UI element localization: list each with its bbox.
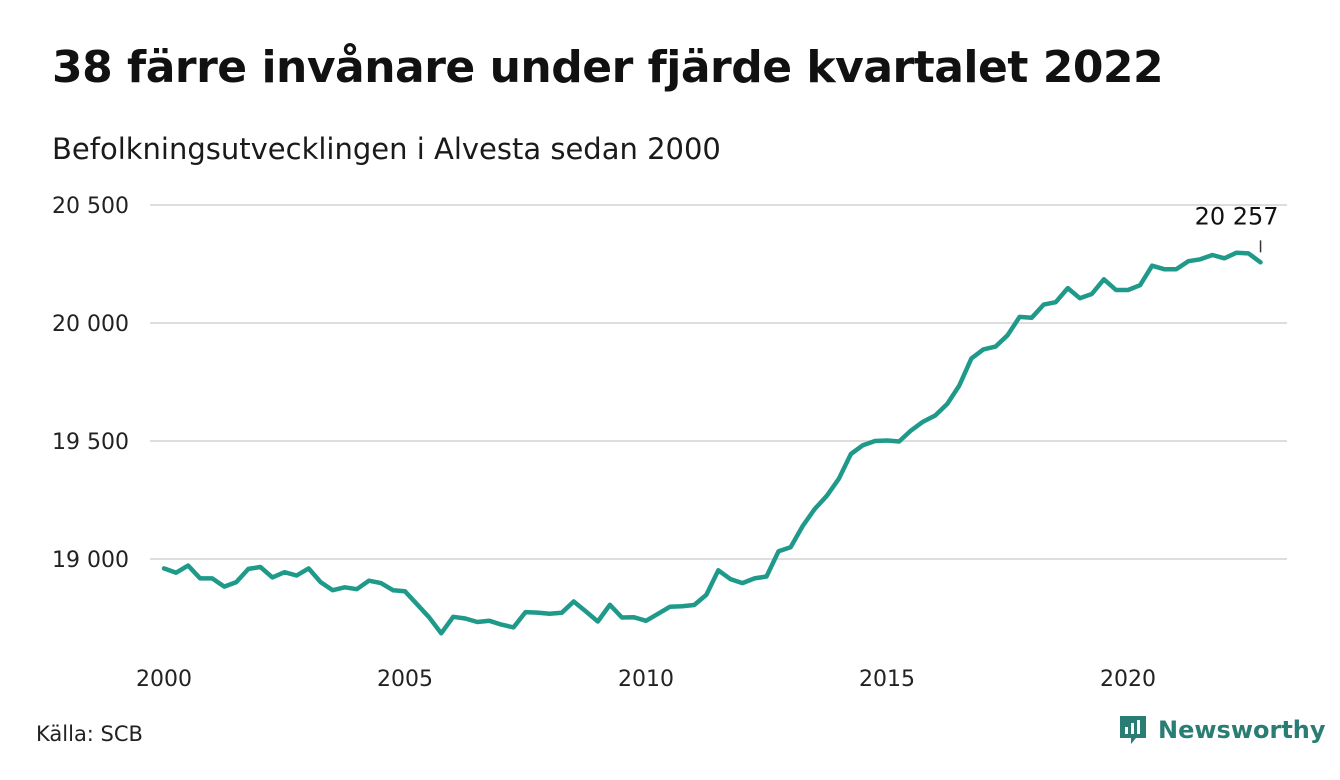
y-tick-label: 19 000 bbox=[52, 548, 129, 573]
brand-name: Newsworthy bbox=[1158, 716, 1326, 744]
series-line bbox=[161, 250, 1263, 636]
x-tick-label: 2015 bbox=[859, 667, 915, 692]
y-tick-label: 20 000 bbox=[52, 312, 129, 337]
newsworthy-logo-icon bbox=[1120, 716, 1146, 744]
chart-title: 38 färre invånare under fjärde kvartalet… bbox=[52, 42, 1164, 93]
x-tick-label: 2005 bbox=[377, 667, 433, 692]
x-tick-label: 2000 bbox=[136, 667, 192, 692]
annotation-label: 20 257 bbox=[1195, 202, 1279, 230]
chart-subtitle: Befolkningsutvecklingen i Alvesta sedan … bbox=[52, 132, 721, 166]
source-label: Källa: SCB bbox=[36, 722, 143, 746]
x-tick-label: 2020 bbox=[1100, 667, 1156, 692]
x-tick-label: 2010 bbox=[618, 667, 674, 692]
brand-logo: Newsworthy bbox=[1118, 714, 1326, 746]
y-tick-label: 19 500 bbox=[52, 430, 129, 455]
y-tick-label: 20 500 bbox=[52, 194, 129, 219]
